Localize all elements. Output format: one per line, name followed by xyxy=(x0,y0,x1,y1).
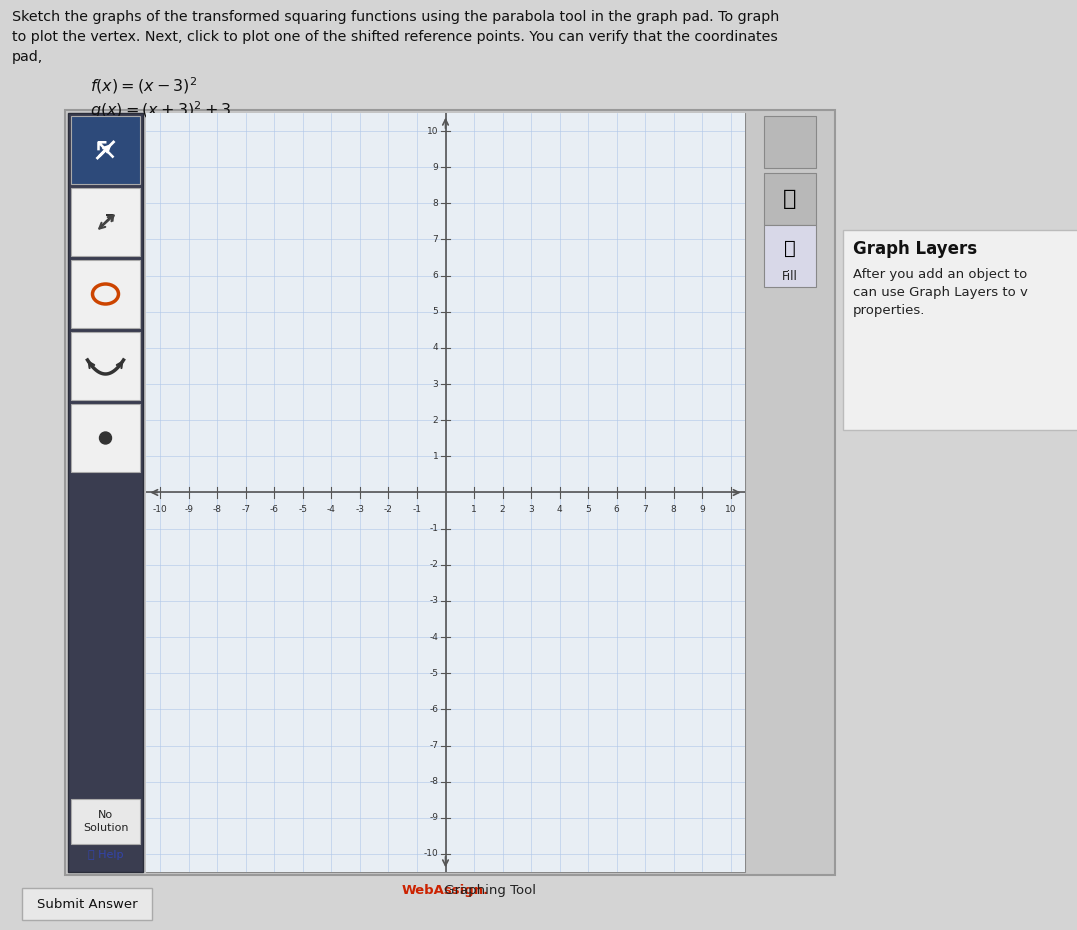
Text: -2: -2 xyxy=(430,560,438,569)
Text: 2: 2 xyxy=(500,505,505,514)
Text: 7: 7 xyxy=(642,505,648,514)
Text: Fill: Fill xyxy=(782,270,798,283)
Text: 10: 10 xyxy=(426,126,438,136)
Text: Graph Layers: Graph Layers xyxy=(853,240,977,258)
Text: ⓘ Help: ⓘ Help xyxy=(87,850,123,860)
Text: 5: 5 xyxy=(585,505,591,514)
Bar xyxy=(843,230,1077,430)
Text: 3: 3 xyxy=(528,505,534,514)
Text: ↖: ↖ xyxy=(93,136,118,165)
Bar xyxy=(65,110,835,875)
Text: 6: 6 xyxy=(614,505,619,514)
Text: -5: -5 xyxy=(298,505,307,514)
Text: -3: -3 xyxy=(430,596,438,605)
Text: -3: -3 xyxy=(355,505,364,514)
Text: $f(x) = (x - 3)^2$: $f(x) = (x - 3)^2$ xyxy=(90,75,197,96)
Text: -10: -10 xyxy=(153,505,168,514)
Text: -7: -7 xyxy=(430,741,438,750)
Text: -8: -8 xyxy=(430,777,438,786)
Bar xyxy=(71,116,140,184)
Text: 1: 1 xyxy=(433,452,438,461)
Text: Graphing Tool: Graphing Tool xyxy=(439,884,535,897)
Text: 10: 10 xyxy=(725,505,737,514)
Text: -9: -9 xyxy=(430,814,438,822)
Bar xyxy=(764,173,816,225)
Bar xyxy=(71,332,140,400)
Text: -8: -8 xyxy=(213,505,222,514)
Text: -6: -6 xyxy=(430,705,438,714)
Text: 8: 8 xyxy=(433,199,438,208)
Text: $g(x) = (x + 3)^2 + 3$: $g(x) = (x + 3)^2 + 3$ xyxy=(90,99,232,121)
Bar xyxy=(71,188,140,256)
Text: -6: -6 xyxy=(270,505,279,514)
Text: pad,: pad, xyxy=(12,50,43,64)
Text: 4: 4 xyxy=(557,505,562,514)
Text: Sketch the graphs of the transformed squaring functions using the parabola tool : Sketch the graphs of the transformed squ… xyxy=(12,10,780,24)
Circle shape xyxy=(99,432,112,444)
Text: 2: 2 xyxy=(433,416,438,425)
Text: WebAssign.: WebAssign. xyxy=(402,884,489,897)
Text: -1: -1 xyxy=(412,505,421,514)
Text: ↗: ↗ xyxy=(95,210,116,234)
Bar xyxy=(68,113,143,872)
Text: 8: 8 xyxy=(671,505,676,514)
Text: -4: -4 xyxy=(327,505,336,514)
Text: 4: 4 xyxy=(433,343,438,352)
Bar xyxy=(71,404,140,472)
Bar xyxy=(764,116,816,168)
Bar xyxy=(764,225,816,287)
Text: -4: -4 xyxy=(430,632,438,642)
Text: to plot the vertex. Next, click to plot one of the shifted reference points. You: to plot the vertex. Next, click to plot … xyxy=(12,30,778,44)
Text: No
Solution: No Solution xyxy=(83,810,128,832)
Text: -1: -1 xyxy=(430,525,438,533)
Text: 7: 7 xyxy=(433,235,438,244)
Text: $h(x) = -(x - 3)^2 - 2$: $h(x) = -(x - 3)^2 - 2$ xyxy=(90,123,251,144)
Bar xyxy=(22,888,152,920)
Text: -2: -2 xyxy=(384,505,393,514)
Text: -10: -10 xyxy=(423,849,438,858)
Text: 5: 5 xyxy=(433,307,438,316)
Text: Submit Answer: Submit Answer xyxy=(37,897,137,910)
Text: 1: 1 xyxy=(471,505,477,514)
Text: -5: -5 xyxy=(430,669,438,678)
Text: 9: 9 xyxy=(699,505,705,514)
Text: -9: -9 xyxy=(184,505,193,514)
Text: 9: 9 xyxy=(433,163,438,172)
Text: 💧: 💧 xyxy=(784,239,796,258)
Text: 6: 6 xyxy=(433,272,438,280)
Text: After you add an object to
can use Graph Layers to v
properties.: After you add an object to can use Graph… xyxy=(853,268,1027,317)
Bar xyxy=(71,799,140,844)
Text: 🗑: 🗑 xyxy=(783,189,797,209)
Text: 3: 3 xyxy=(433,379,438,389)
Bar xyxy=(146,113,745,872)
Bar xyxy=(71,260,140,328)
Text: -7: -7 xyxy=(241,505,250,514)
